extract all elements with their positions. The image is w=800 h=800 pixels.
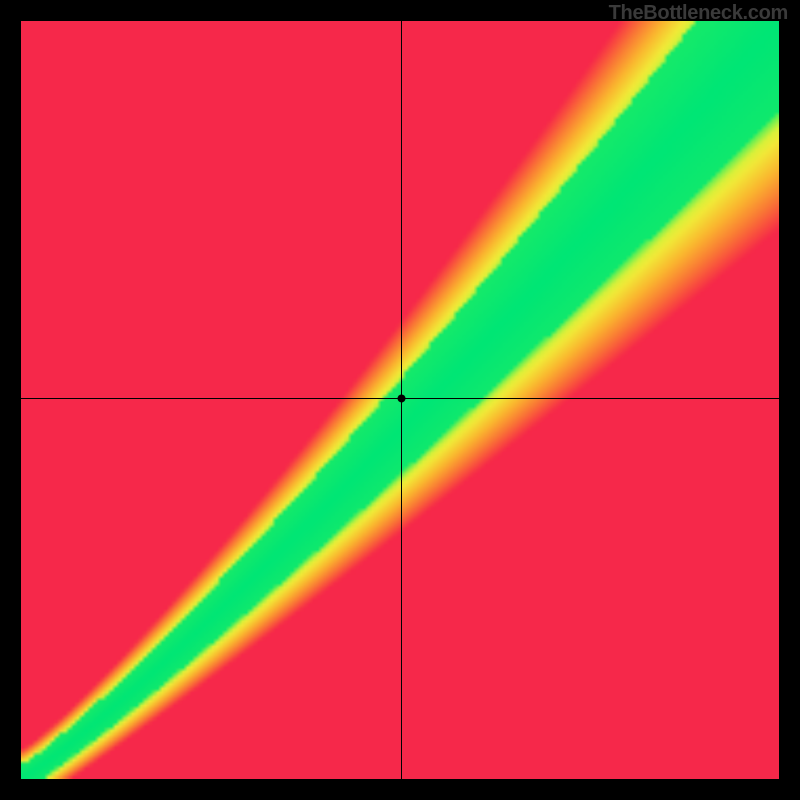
border-bottom [0,779,800,800]
chart-frame: TheBottleneck.com [0,0,800,800]
watermark-text: TheBottleneck.com [609,2,788,25]
border-right [779,0,800,800]
crosshair-overlay [21,21,779,779]
crosshair-dot [398,394,406,402]
border-left [0,0,21,800]
